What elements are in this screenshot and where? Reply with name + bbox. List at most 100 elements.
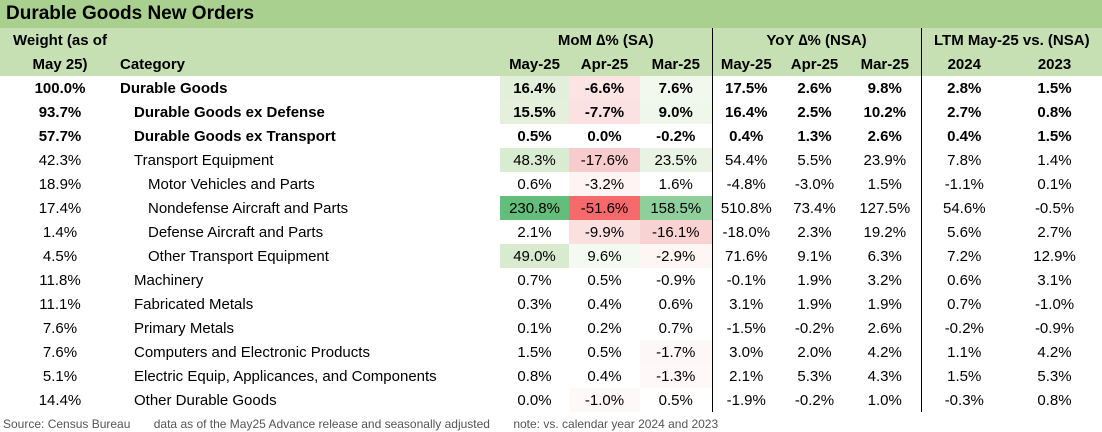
- weight-cell: 93.7%: [38, 103, 82, 121]
- category-cell: Primary Metals: [134, 319, 235, 337]
- yoy-cell: 23.9%: [863, 151, 907, 169]
- yoy-cell: -3.0%: [794, 175, 835, 193]
- mom-cell: -2.9%: [640, 244, 713, 268]
- yoy-cell: 5.3%: [797, 367, 832, 385]
- yoy-cell: 71.6%: [711, 244, 781, 268]
- weight-cell: 11.1%: [39, 295, 81, 313]
- yoy-col-header: May-25: [711, 52, 781, 76]
- mom-cell: 0.6%: [500, 172, 569, 196]
- yoy-cell: 2.6%: [867, 127, 902, 145]
- yoy-cell: 1.9%: [797, 271, 832, 289]
- yoy-cell: 16.4%: [711, 100, 781, 124]
- ltm-cell: 7.8%: [920, 148, 1008, 172]
- yoy-group-header: YoY ∆% (NSA): [711, 28, 922, 52]
- yoy-cell: 19.2%: [863, 223, 907, 241]
- yoy-cell: 2.5%: [797, 103, 832, 121]
- category-cell: Transport Equipment: [134, 151, 274, 169]
- table-row: 5.1% Electric Equip, Applicances, and Com…: [0, 364, 1102, 388]
- ltm-cell: 2.8%: [920, 76, 1008, 100]
- ltm-cell: 1.5%: [920, 364, 1008, 388]
- mom-cell: -1.3%: [640, 364, 713, 388]
- mom-col-header: Mar-25: [640, 52, 713, 76]
- ltm-cell: 7.2%: [920, 244, 1008, 268]
- mom-cell: 23.5%: [640, 148, 713, 172]
- ltm-cell: 54.6%: [920, 196, 1008, 220]
- yoy-cell: -18.0%: [711, 220, 781, 244]
- weight-cell: 7.6%: [42, 343, 78, 361]
- yoy-cell: 510.8%: [711, 196, 781, 220]
- mom-cell: 0.5%: [569, 268, 640, 292]
- ltm-cell: 3.1%: [1037, 271, 1072, 289]
- category-cell: Nondefense Aircraft and Parts: [148, 199, 349, 217]
- weight-cell: 4.5%: [42, 247, 78, 265]
- yoy-cell: 5.5%: [797, 151, 832, 169]
- weight-cell: 5.1%: [42, 367, 78, 385]
- yoy-cell: 1.0%: [867, 391, 902, 409]
- yoy-cell: -0.1%: [711, 268, 781, 292]
- category-cell: Computers and Electronic Products: [134, 343, 370, 361]
- ltm-cell: 2.7%: [920, 100, 1008, 124]
- yoy-col-header: Apr-25: [780, 52, 850, 76]
- mom-cell: 1.6%: [640, 172, 713, 196]
- mom-cell: 230.8%: [500, 196, 569, 220]
- yoy-cell: 127.5%: [859, 199, 911, 217]
- yoy-cell: 3.2%: [867, 271, 902, 289]
- mom-cell: -51.6%: [569, 196, 640, 220]
- mom-cell: 48.3%: [500, 148, 569, 172]
- title-bar: Durable Goods New Orders: [0, 0, 1102, 28]
- table-row: 18.9% Motor Vehicles and Parts 0.6% -3.2% 1.…: [0, 172, 1102, 196]
- weight-cell: 100.0%: [34, 79, 86, 97]
- category-cell: Durable Goods ex Defense: [134, 103, 325, 121]
- yoy-cell: 1.9%: [867, 295, 902, 313]
- ltm-cell: 5.3%: [1037, 367, 1072, 385]
- mom-cell: 49.0%: [500, 244, 569, 268]
- weight-cell: 42.3%: [38, 151, 82, 169]
- mom-cell: 0.5%: [500, 124, 569, 148]
- mom-cell: -16.1%: [640, 220, 713, 244]
- weight-cell: 17.4%: [38, 199, 82, 217]
- yoy-cell: 54.4%: [711, 148, 781, 172]
- ltm-col-header: 2023: [1007, 52, 1102, 76]
- table-row: 100.0% Durable Goods 16.4% -6.6% 7.6% 17.5% 2.…: [0, 76, 1102, 100]
- yoy-cell: 2.0%: [797, 343, 832, 361]
- yoy-cell: 10.2%: [863, 103, 907, 121]
- ltm-cell: -1.0%: [1034, 295, 1075, 313]
- mom-cell: 0.7%: [500, 268, 569, 292]
- table-row: 93.7% Durable Goods ex Defense 15.5% -7.7% 9…: [0, 100, 1102, 124]
- table-body: 100.0% Durable Goods 16.4% -6.6% 7.6% 17.5% 2.…: [0, 76, 1102, 412]
- mom-group-header: MoM ∆% (SA): [500, 28, 713, 52]
- mom-cell: 0.2%: [569, 316, 640, 340]
- footer-note: note: vs. calendar year 2024 and 2023: [513, 417, 719, 431]
- ltm-cell: -0.5%: [1034, 199, 1075, 217]
- yoy-cell: -0.2%: [794, 319, 835, 337]
- mom-cell: 0.0%: [500, 388, 569, 412]
- ltm-cell: 1.1%: [920, 340, 1008, 364]
- category-cell: Fabricated Metals: [134, 295, 254, 313]
- mom-cell: 1.5%: [500, 340, 569, 364]
- yoy-cell: 9.8%: [867, 79, 902, 97]
- mom-cell: 0.5%: [569, 340, 640, 364]
- footer-source: Source: Census Bureau: [3, 417, 131, 431]
- mom-cell: -6.6%: [569, 76, 640, 100]
- footer-data-note: data as of the May25 Advance release and…: [153, 417, 490, 431]
- weight-cell: 57.7%: [38, 127, 82, 145]
- yoy-cell: 4.3%: [867, 367, 902, 385]
- mom-cell: 0.4%: [569, 292, 640, 316]
- mom-cell: 0.7%: [640, 316, 713, 340]
- table-row: 11.1% Fabricated Metals 0.3% 0.4% 0.6% 3.1% 1.…: [0, 292, 1102, 316]
- header-row-1: Weight (as of MoM ∆% (SA) YoY ∆% (NSA) L…: [0, 28, 1102, 52]
- ltm-cell: 0.1%: [1037, 175, 1072, 193]
- weight-header-line2: May 25): [0, 52, 120, 76]
- data-table: Weight (as of MoM ∆% (SA) YoY ∆% (NSA) L…: [0, 28, 1102, 412]
- mom-cell: 158.5%: [640, 196, 713, 220]
- table-row: 11.8% Machinery 0.7% 0.5% -0.9% -0.1% 1.9% 3.2%…: [0, 268, 1102, 292]
- ltm-cell: -1.1%: [920, 172, 1008, 196]
- yoy-cell: 2.3%: [797, 223, 832, 241]
- footer: Source: Census Bureau data as of the May…: [3, 417, 738, 431]
- table-row: 4.5% Other Transport Equipment 49.0% 9.6% -2…: [0, 244, 1102, 268]
- ltm-col-header: 2024: [920, 52, 1008, 76]
- yoy-cell: 0.4%: [711, 124, 781, 148]
- yoy-cell: 3.0%: [711, 340, 781, 364]
- mom-cell: 0.4%: [569, 364, 640, 388]
- category-header: Category: [120, 52, 500, 76]
